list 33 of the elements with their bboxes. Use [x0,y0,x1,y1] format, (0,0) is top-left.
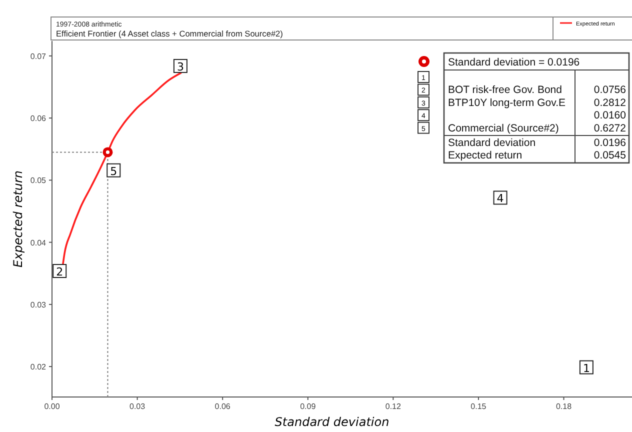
annotation: 0.6272 [594,122,626,134]
annotation: 1 [582,362,590,375]
annotation: Standard deviation [448,137,536,149]
annotation: 3 [176,60,184,74]
annotation: 0.0160 [594,110,626,122]
y-tick-label: 0.03 [30,300,47,310]
y-tick-label: 0.06 [30,114,47,124]
x-tick-label: 0.18 [556,402,572,411]
annotation: 2 [56,266,64,278]
y-tick-label: 0.04 [30,238,47,248]
y-tick-label: 0.02 [30,362,47,372]
y-axis-title: Expected return [11,170,25,268]
annotation: BTP10Y long-term Gov.E [448,96,566,109]
x-tick-label: 0.12 [385,402,402,411]
x-tick-label: 0.09 [300,402,316,411]
x-tick-label: 0.03 [130,402,146,411]
y-tick-label: 0.05 [30,176,47,186]
annotation: Commercial (Source#2) [448,122,559,134]
annotation: 0.0756 [594,84,626,96]
annotation: 0.2812 [594,96,626,109]
annotation: 0.0196 [594,137,626,149]
legend-label: Standard deviation = 0.0196 [448,56,580,68]
annotation: 4 [496,192,504,206]
chart-title: Efficient Frontier (4 Asset class + Commercial from Source#2) [56,28,284,38]
x-tick-label: 0.06 [214,402,231,411]
x-axis-title: Standard deviation [274,415,390,429]
y-tick-label: 0.07 [30,52,47,61]
annotation: BOT risk-free Gov. Bond [448,84,562,96]
x-tick-label: 0.00 [44,402,60,411]
annotation: 0.0545 [594,150,626,162]
annotation: Expected return [448,150,522,162]
annotation: 5 [110,164,118,178]
x-tick-label: 0.15 [470,402,487,411]
